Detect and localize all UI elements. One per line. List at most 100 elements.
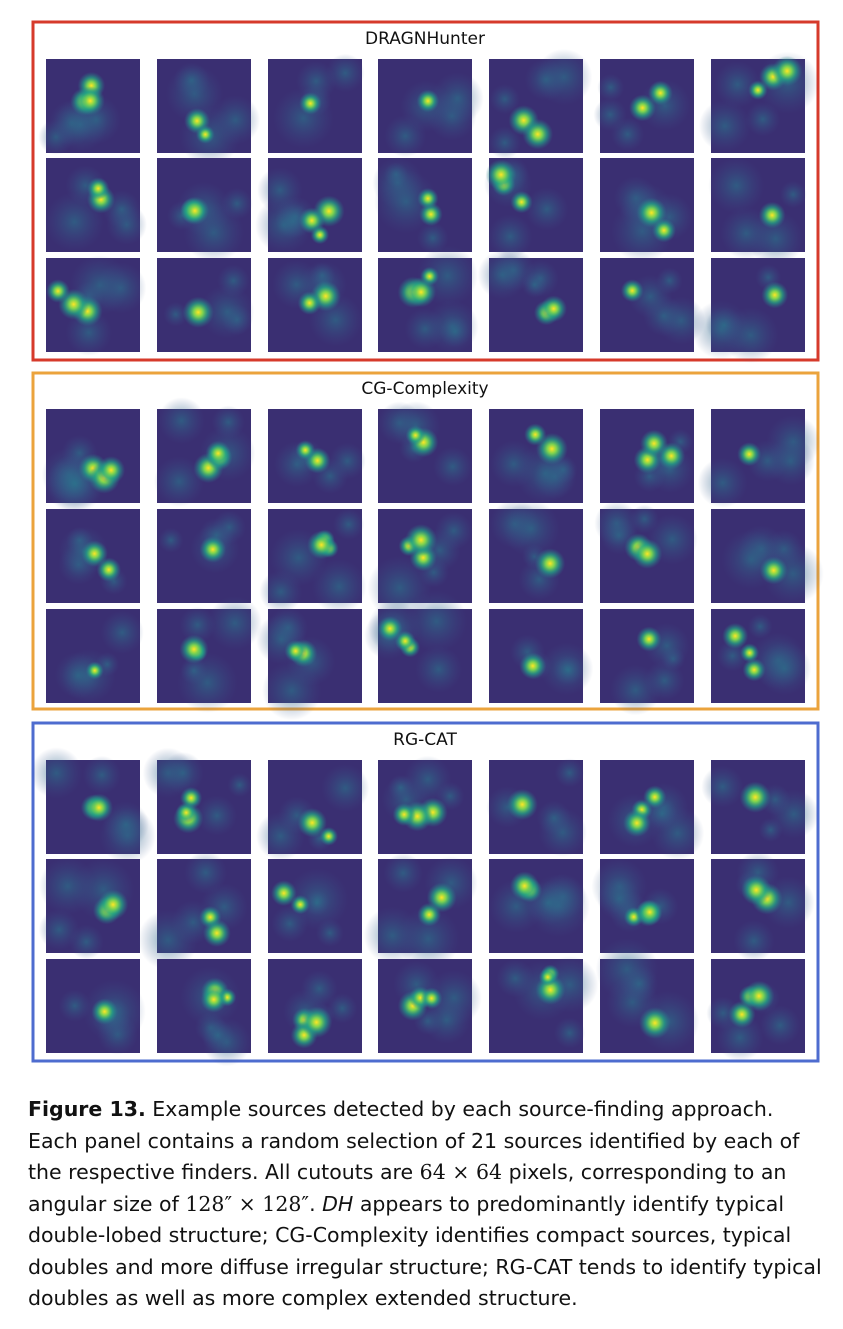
cutout-haze <box>521 271 548 298</box>
cutout-source <box>534 548 566 579</box>
cutout-source <box>300 1006 333 1039</box>
cutout-haze <box>757 641 812 696</box>
cutout-source <box>622 809 651 837</box>
cutout-haze <box>201 1018 235 1052</box>
cutout-haze <box>304 890 330 916</box>
cutout-source <box>96 557 122 582</box>
cutout-haze <box>173 62 210 99</box>
cutout-source <box>524 423 547 446</box>
cutout-source <box>205 440 231 467</box>
cutout-haze <box>416 222 449 254</box>
cutout-source <box>299 92 322 115</box>
cutout-source <box>377 616 403 642</box>
cutout-haze <box>100 610 144 655</box>
cutout-source <box>270 880 297 907</box>
caption-text: pixels, corresponding to an angular size… <box>28 1160 787 1216</box>
panel-frame <box>31 20 820 362</box>
cutout-source <box>405 277 437 308</box>
cutout-source <box>740 643 760 663</box>
cutout-source <box>392 802 416 827</box>
cutout-haze <box>431 72 484 125</box>
cutout-haze <box>271 905 309 942</box>
cutout-source <box>195 125 215 144</box>
cutout-haze <box>38 909 80 951</box>
cutout-haze <box>321 764 370 813</box>
cutout-haze <box>162 751 204 794</box>
cutout-source <box>761 281 789 309</box>
panel-title: RG-CAT <box>393 730 457 750</box>
cutout-haze <box>439 315 471 348</box>
cutout-haze <box>295 61 337 102</box>
cutout-haze <box>747 613 773 639</box>
cutout-haze <box>553 655 584 686</box>
cutout-haze <box>747 210 804 267</box>
cutout-haze <box>477 250 527 300</box>
cutout-haze <box>405 590 468 653</box>
cutout-source <box>417 187 439 210</box>
cutout-source <box>179 634 209 664</box>
cutout-haze <box>180 656 208 685</box>
cutout-source <box>416 89 440 113</box>
cutout-source <box>180 786 203 809</box>
cutout-source <box>97 889 129 920</box>
cutout-haze <box>332 508 365 540</box>
cutout-source <box>295 440 316 460</box>
cutout-source <box>519 652 547 680</box>
cutout-haze <box>496 959 535 998</box>
cutout-haze <box>525 187 569 231</box>
cutout-haze <box>716 1013 764 1062</box>
cutout-source <box>743 980 775 1012</box>
cutout-source <box>284 639 307 663</box>
cutout-source <box>75 86 105 116</box>
cutout-source <box>97 456 126 485</box>
panel-title: CG-Complexity <box>361 379 488 399</box>
cutout-source <box>509 871 540 901</box>
cutout-haze <box>502 499 560 558</box>
cutout-haze <box>221 187 253 220</box>
caption-math: 128″ × 128″ <box>185 1191 310 1216</box>
cutout-source <box>84 793 114 822</box>
cutout-source <box>405 425 426 446</box>
caption: Figure 13. Example sources detected by e… <box>28 1094 828 1315</box>
cutout-haze <box>157 397 206 445</box>
cutout-haze <box>536 800 572 836</box>
cutout-haze <box>327 993 358 1024</box>
cutout-source <box>739 781 771 813</box>
cutout-source <box>741 874 772 906</box>
cutout-haze <box>383 853 424 893</box>
figure: DRAGNHunter CG-Complexity RG-CAT <box>30 20 824 1067</box>
cutout-haze <box>488 214 533 259</box>
cutout-source <box>636 626 662 652</box>
cutout-haze <box>179 606 216 643</box>
cutout-haze <box>745 101 781 137</box>
cutout-haze <box>255 196 313 254</box>
cutout-haze <box>200 284 255 339</box>
cutout-haze <box>153 456 205 507</box>
panel-frame <box>31 371 820 711</box>
cutout-source <box>651 218 677 243</box>
cutout-source <box>758 201 786 229</box>
cutout-haze <box>701 765 744 808</box>
cutout-haze <box>489 84 520 115</box>
cutout-source <box>540 295 567 323</box>
cutout-source <box>87 177 110 200</box>
cutout-source <box>46 279 70 303</box>
cutout-source <box>202 919 231 948</box>
cutout-haze <box>524 58 567 101</box>
panel-title: DRAGNHunter <box>365 29 485 49</box>
cutout-source <box>759 556 788 585</box>
cutout-haze <box>553 1017 586 1049</box>
cutout-source <box>182 296 214 328</box>
cutout-source <box>297 291 322 315</box>
cutout-haze <box>733 920 775 962</box>
cutout-haze <box>39 857 97 915</box>
cutout-source <box>737 442 762 467</box>
caption-text: appears to predominantly identify typica… <box>28 1191 822 1311</box>
cutout-source <box>647 80 673 106</box>
cutout-source <box>522 118 554 150</box>
cutout-source <box>742 658 766 682</box>
cutout-source <box>722 622 749 650</box>
cutout-source <box>420 987 443 1010</box>
cutout-haze <box>414 645 463 693</box>
